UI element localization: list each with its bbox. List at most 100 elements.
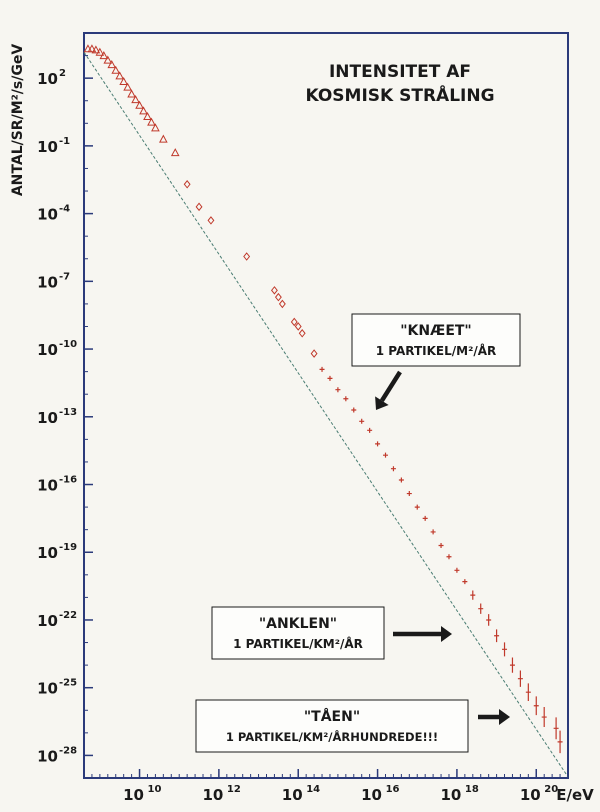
ankle-text: 1 PARTIKEL/KM²/ÅR bbox=[233, 636, 363, 651]
y-tick-label: 10 bbox=[37, 544, 58, 562]
knee-arrow-shaft bbox=[379, 370, 402, 402]
x-tick-exponent: 20 bbox=[544, 784, 558, 795]
data-point-cross bbox=[398, 477, 404, 483]
y-tick-label: 10 bbox=[37, 206, 58, 224]
data-point-diamond bbox=[207, 216, 215, 225]
x-tick-label: 10 bbox=[440, 786, 461, 804]
y-axis-label: ANTAL/SR/M²/s/GeV bbox=[10, 44, 26, 196]
x-axis-label: E/eV bbox=[556, 786, 594, 804]
x-tick-label: 10 bbox=[282, 786, 303, 804]
chart-title: KOSMISK STRÅLING bbox=[305, 83, 494, 106]
data-point-cross bbox=[406, 491, 412, 497]
x-tick-exponent: 10 bbox=[148, 784, 162, 795]
data-point-cross bbox=[359, 418, 365, 424]
data-point-cross bbox=[502, 642, 508, 657]
data-point-cross bbox=[553, 717, 559, 740]
data-point-cross bbox=[486, 614, 492, 626]
y-tick-exponent: -19 bbox=[59, 542, 77, 553]
data-point-cross bbox=[422, 515, 428, 521]
data-point-cross bbox=[509, 657, 515, 673]
data-point-cross bbox=[319, 366, 325, 372]
y-tick-label: 10 bbox=[37, 680, 58, 698]
data-point-cross bbox=[494, 629, 500, 643]
y-tick-label: 10 bbox=[37, 273, 58, 291]
x-tick-label: 10 bbox=[123, 786, 144, 804]
data-point-diamond bbox=[298, 328, 306, 338]
data-point-triangle bbox=[119, 76, 129, 86]
data-point-triangle bbox=[91, 45, 101, 54]
data-point-triangle bbox=[99, 51, 109, 60]
y-tick-exponent: -4 bbox=[59, 204, 70, 215]
data-point-triangle bbox=[170, 148, 180, 157]
data-point-cross bbox=[541, 707, 547, 728]
toe-arrow-head bbox=[499, 709, 510, 725]
data-point-diamond bbox=[310, 349, 318, 358]
data-point-cross bbox=[454, 567, 460, 573]
knee-arrow-head bbox=[375, 396, 389, 410]
chart-title: INTENSITET AF bbox=[329, 62, 471, 82]
toe-title: "TÅEN" bbox=[304, 708, 360, 725]
knee-title: "KNÆET" bbox=[400, 323, 471, 339]
knee-text: 1 PARTIKEL/M²/ÅR bbox=[376, 343, 497, 358]
data-point-diamond bbox=[270, 286, 278, 295]
y-tick-exponent: 2 bbox=[59, 68, 66, 79]
ankle-box bbox=[211, 606, 385, 660]
data-point-cross bbox=[517, 670, 523, 687]
data-point-cross bbox=[533, 696, 539, 716]
data-point-cross bbox=[327, 375, 333, 381]
y-tick-label: 10 bbox=[37, 138, 58, 156]
data-point-diamond bbox=[294, 322, 302, 331]
y-tick-exponent: -22 bbox=[59, 610, 77, 621]
data-point-triangle bbox=[135, 100, 144, 109]
data-point-triangle bbox=[103, 55, 113, 64]
toe-box bbox=[195, 699, 469, 753]
y-tick-label: 10 bbox=[37, 341, 58, 359]
x-tick-exponent: 12 bbox=[227, 784, 241, 795]
data-point-cross bbox=[390, 466, 396, 472]
data-point-diamond bbox=[290, 317, 298, 327]
data-point-cross bbox=[462, 579, 468, 585]
data-point-triangle bbox=[123, 82, 132, 91]
y-tick-exponent: -25 bbox=[59, 678, 77, 689]
data-point-triangle bbox=[107, 60, 117, 69]
x-tick-label: 10 bbox=[202, 786, 223, 804]
data-point-cross bbox=[438, 542, 444, 548]
data-point-cross bbox=[367, 427, 373, 433]
y-tick-exponent: -16 bbox=[59, 475, 77, 486]
data-point-cross bbox=[343, 396, 349, 402]
data-point-cross bbox=[525, 683, 531, 702]
data-point-cross bbox=[414, 504, 420, 510]
y-tick-label: 10 bbox=[37, 612, 58, 630]
y-tick-label: 10 bbox=[37, 70, 58, 88]
plot-frame bbox=[83, 32, 569, 779]
data-point-triangle bbox=[87, 44, 97, 53]
x-tick-label: 10 bbox=[361, 786, 382, 804]
x-tick-exponent: 14 bbox=[306, 784, 320, 795]
y-tick-exponent: -10 bbox=[59, 339, 77, 350]
data-point-triangle bbox=[143, 111, 152, 121]
data-point-cross bbox=[430, 529, 436, 535]
data-point-cross bbox=[383, 452, 389, 458]
data-point-diamond bbox=[183, 179, 191, 189]
toe-text: 1 PARTIKEL/KM²/ÅRHUNDREDE!!! bbox=[226, 729, 438, 744]
y-tick-label: 10 bbox=[37, 747, 58, 765]
data-point-diamond bbox=[195, 202, 203, 212]
data-point-cross bbox=[478, 603, 484, 614]
data-point-triangle bbox=[147, 117, 156, 126]
ankle-arrow-head bbox=[441, 626, 452, 642]
knee-box bbox=[351, 313, 521, 367]
data-point-triangle bbox=[95, 47, 105, 56]
data-point-diamond bbox=[278, 299, 286, 309]
data-point-triangle bbox=[111, 65, 121, 74]
data-point-cross bbox=[335, 387, 341, 393]
x-tick-exponent: 18 bbox=[465, 784, 479, 795]
data-point-cross bbox=[470, 590, 476, 600]
data-point-cross bbox=[557, 730, 563, 754]
y-tick-label: 10 bbox=[37, 477, 58, 495]
ankle-title: "ANKLEN" bbox=[259, 616, 337, 632]
data-point-triangle bbox=[115, 71, 125, 80]
data-point-triangle bbox=[151, 123, 160, 132]
data-point-triangle bbox=[127, 89, 136, 98]
